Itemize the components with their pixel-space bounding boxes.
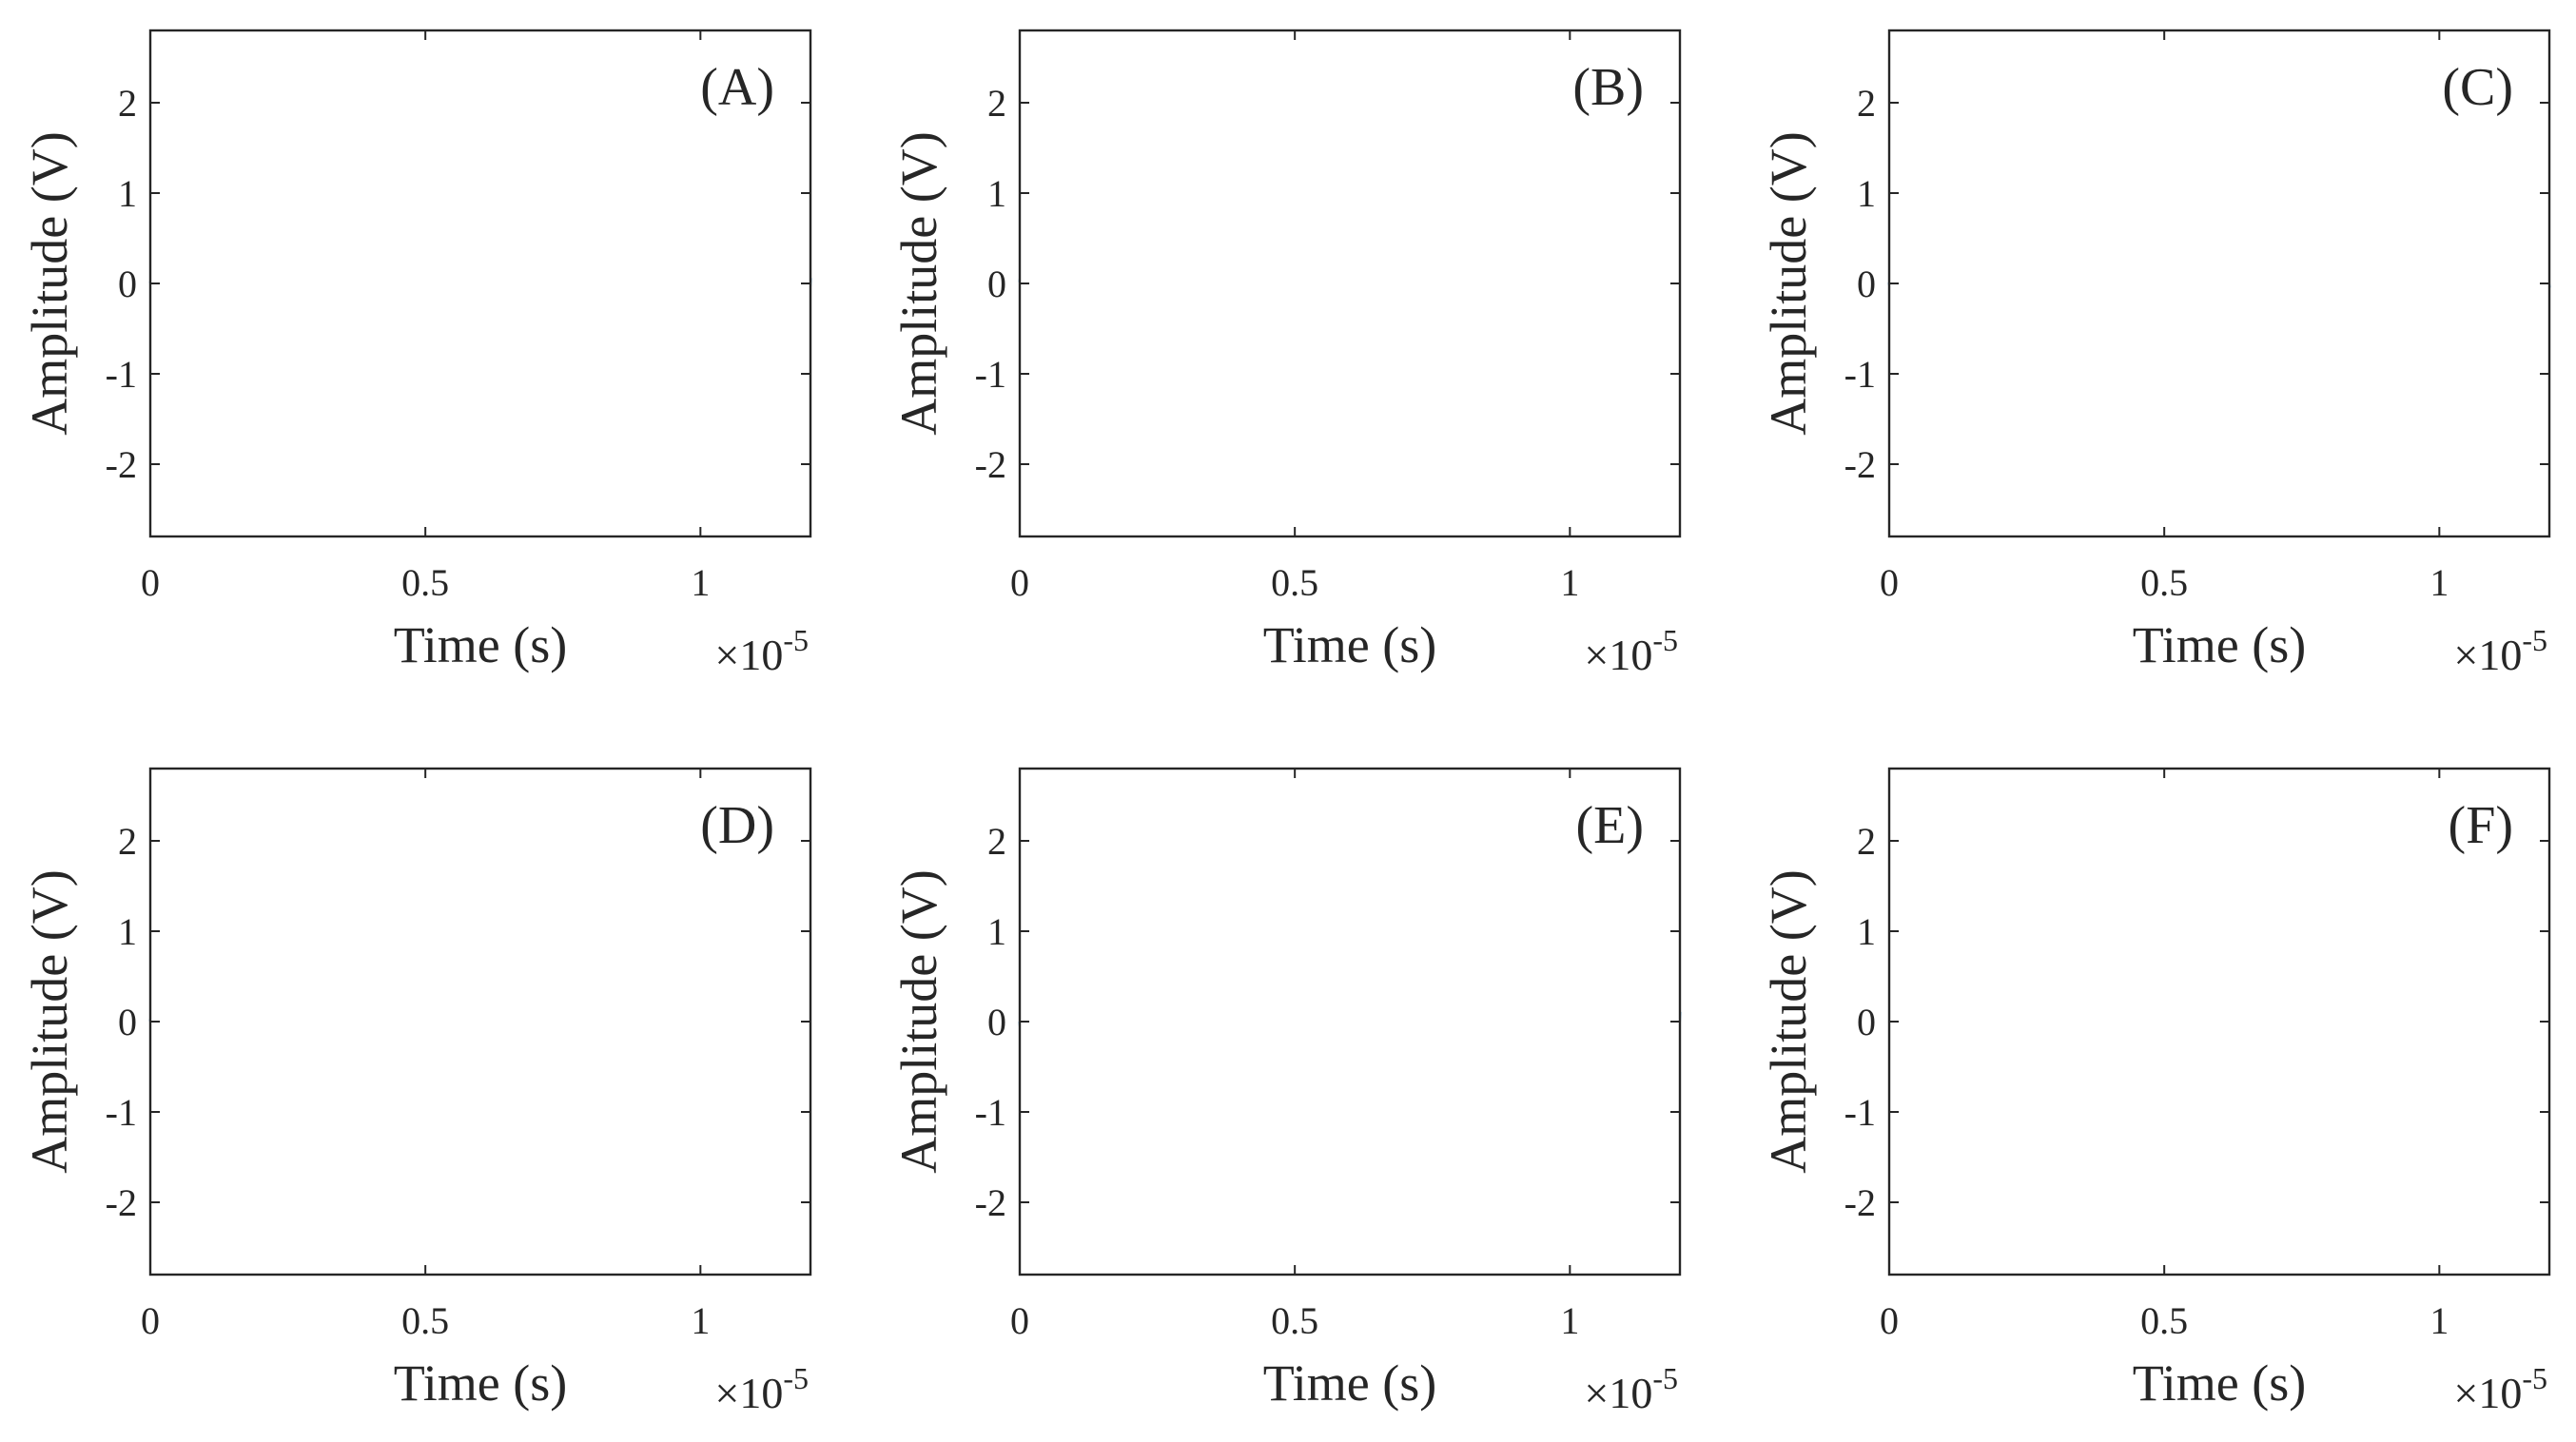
axes-frame bbox=[1018, 29, 1682, 538]
y-axis-label: Amplitude (V) bbox=[1760, 869, 1817, 1173]
x-multiplier: ×10-5 bbox=[714, 623, 809, 679]
chart-panel-c: 0 0.5 1 -2 -1 0 1 2 Time (s) Amplitude (V) ×10-5 (C… bbox=[1760, 29, 2551, 679]
x-tick-label: 1 bbox=[1560, 561, 1579, 604]
x-axis-label: Time (s) bbox=[2133, 616, 2307, 673]
x-tick-label: 0.5 bbox=[1271, 1299, 1318, 1342]
y-tick-label: -1 bbox=[106, 353, 137, 396]
x-multiplier-base: ×10 bbox=[2453, 631, 2522, 679]
x-tick-label: 0.5 bbox=[1271, 561, 1318, 604]
y-tick-label: -2 bbox=[106, 1181, 137, 1224]
y-tick-label: -1 bbox=[1844, 1091, 1876, 1134]
y-tick-label: 2 bbox=[118, 820, 137, 863]
panel-label: (F) bbox=[2449, 796, 2513, 855]
y-tick-label: 1 bbox=[987, 172, 1006, 215]
x-multiplier-exponent: -5 bbox=[2522, 623, 2547, 657]
x-tick-label: 0.5 bbox=[401, 1299, 449, 1342]
y-tick-label: 2 bbox=[987, 82, 1006, 125]
x-multiplier-base: ×10 bbox=[1584, 1369, 1652, 1417]
chart-panel-f: 0 0.5 1 -2 -1 0 1 2 Time (s) Amplitude (V) ×10-5 (F… bbox=[1760, 767, 2551, 1417]
y-axis-label: Amplitude (V) bbox=[21, 131, 78, 435]
panel-label: (D) bbox=[700, 796, 774, 855]
x-multiplier-base: ×10 bbox=[2453, 1369, 2522, 1417]
x-axis-label: Time (s) bbox=[1263, 1354, 1437, 1412]
panel-label: (A) bbox=[700, 58, 774, 117]
y-tick-label: -2 bbox=[106, 443, 137, 486]
axes-frame bbox=[1018, 767, 1682, 1276]
y-tick-label: 1 bbox=[987, 910, 1006, 953]
y-tick-label: -2 bbox=[1844, 1181, 1876, 1224]
panel-label: (E) bbox=[1575, 796, 1644, 855]
y-tick-label: 1 bbox=[1857, 172, 1876, 215]
x-tick-label: 0.5 bbox=[2140, 561, 2188, 604]
x-axis-label: Time (s) bbox=[2133, 1354, 2307, 1412]
x-axis-label: Time (s) bbox=[1263, 616, 1437, 673]
panel-label: (B) bbox=[1572, 58, 1644, 117]
x-tick-label: 0 bbox=[1010, 1299, 1029, 1342]
axes-frame bbox=[148, 767, 812, 1276]
y-tick-label: -2 bbox=[975, 1181, 1006, 1224]
x-tick-label: 0.5 bbox=[401, 561, 449, 604]
y-tick-label: 1 bbox=[118, 910, 137, 953]
y-tick-label: -1 bbox=[1844, 353, 1876, 396]
y-tick-label: -1 bbox=[975, 1091, 1006, 1134]
x-tick-label: 1 bbox=[691, 1299, 710, 1342]
y-tick-label: -1 bbox=[106, 1091, 137, 1134]
x-multiplier: ×10-5 bbox=[1584, 1361, 1678, 1417]
y-axis-label: Amplitude (V) bbox=[890, 131, 947, 435]
y-tick-label: 2 bbox=[1857, 820, 1876, 863]
x-tick-label: 0 bbox=[1880, 1299, 1899, 1342]
x-multiplier-exponent: -5 bbox=[783, 623, 809, 657]
x-tick-label: 1 bbox=[2430, 1299, 2449, 1342]
x-multiplier-exponent: -5 bbox=[783, 1361, 809, 1395]
x-tick-label: 1 bbox=[1560, 1299, 1579, 1342]
x-tick-label: 0.5 bbox=[2140, 1299, 2188, 1342]
y-tick-label: 0 bbox=[1857, 263, 1876, 305]
y-tick-label: 2 bbox=[987, 820, 1006, 863]
chart-panel-e: 0 0.5 1 -2 -1 0 1 2 Time (s) Amplitude (V) ×10-5 (E… bbox=[890, 767, 1682, 1417]
y-axis-label: Amplitude (V) bbox=[21, 869, 78, 1173]
x-tick-label: 0 bbox=[1880, 561, 1899, 604]
y-axis-label: Amplitude (V) bbox=[1760, 131, 1817, 435]
y-tick-label: 0 bbox=[987, 263, 1006, 305]
y-tick-label: 1 bbox=[1857, 910, 1876, 953]
x-multiplier-exponent: -5 bbox=[1652, 1361, 1678, 1395]
axes-frame bbox=[1887, 29, 2551, 538]
y-tick-label: 0 bbox=[118, 1001, 137, 1043]
x-multiplier-base: ×10 bbox=[1584, 631, 1652, 679]
axes-frame bbox=[1887, 767, 2551, 1276]
panel-label: (C) bbox=[2442, 58, 2513, 117]
x-multiplier: ×10-5 bbox=[2453, 1361, 2547, 1417]
y-tick-label: 0 bbox=[118, 263, 137, 305]
chart-panel-a: 0 0.5 1 -2 -1 0 1 2 Time (s) Amplitude (V) ×10-5 (A… bbox=[21, 29, 812, 679]
chart-panel-d: 0 0.5 1 -2 -1 0 1 2 Time (s) Amplitude (V) ×10-5 (D… bbox=[21, 767, 812, 1417]
x-tick-label: 0 bbox=[141, 1299, 160, 1342]
y-tick-label: 1 bbox=[118, 172, 137, 215]
x-axis-label: Time (s) bbox=[394, 616, 568, 673]
x-multiplier: ×10-5 bbox=[1584, 623, 1678, 679]
x-multiplier-exponent: -5 bbox=[1652, 623, 1678, 657]
x-multiplier: ×10-5 bbox=[2453, 623, 2547, 679]
x-multiplier: ×10-5 bbox=[714, 1361, 809, 1417]
axes-frame bbox=[148, 29, 812, 538]
y-tick-label: 2 bbox=[118, 82, 137, 125]
x-tick-label: 1 bbox=[2430, 561, 2449, 604]
y-tick-label: -2 bbox=[975, 443, 1006, 486]
y-tick-label: 0 bbox=[987, 1001, 1006, 1043]
x-multiplier-base: ×10 bbox=[714, 1369, 783, 1417]
x-tick-label: 1 bbox=[691, 561, 710, 604]
y-tick-label: 2 bbox=[1857, 82, 1876, 125]
x-axis-label: Time (s) bbox=[394, 1354, 568, 1412]
y-tick-label: 0 bbox=[1857, 1001, 1876, 1043]
y-tick-label: -1 bbox=[975, 353, 1006, 396]
x-tick-label: 0 bbox=[1010, 561, 1029, 604]
x-multiplier-exponent: -5 bbox=[2522, 1361, 2547, 1395]
y-axis-label: Amplitude (V) bbox=[890, 869, 947, 1173]
y-tick-label: -2 bbox=[1844, 443, 1876, 486]
x-multiplier-base: ×10 bbox=[714, 631, 783, 679]
x-tick-label: 0 bbox=[141, 561, 160, 604]
chart-panel-b: 0 0.5 1 -2 -1 0 1 2 Time (s) Amplitude (V) ×10-5 (B… bbox=[890, 29, 1682, 679]
